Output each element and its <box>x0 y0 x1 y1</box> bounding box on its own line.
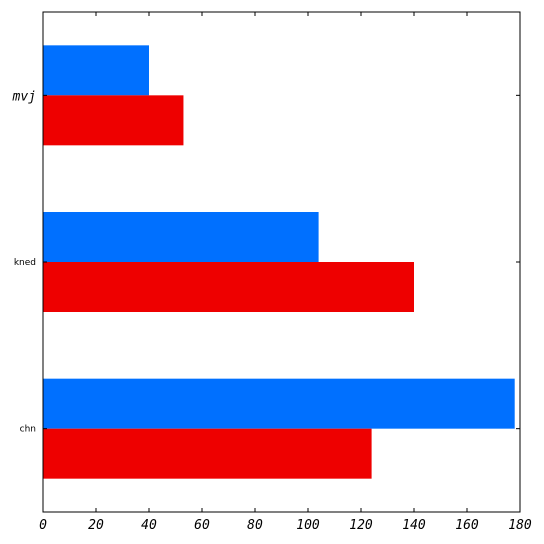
x-tick-label-60: 60 <box>194 518 210 533</box>
x-tick-label-20: 20 <box>88 518 104 533</box>
bar-mvj-series-1 <box>43 45 149 96</box>
x-tick-label-80: 80 <box>247 518 263 533</box>
y-tick-label-chn: chn <box>20 425 36 435</box>
x-tick-label-140: 140 <box>402 518 426 533</box>
bars-group <box>43 45 515 479</box>
plot-frame <box>42 11 521 513</box>
bar-kned-series-1 <box>43 212 319 262</box>
x-tick-label-160: 160 <box>455 518 479 533</box>
x-tick-label-40: 40 <box>141 518 157 533</box>
x-tick-label-0: 0 <box>39 518 47 533</box>
bar-chn-series-2 <box>43 428 372 479</box>
x-tick-label-100: 100 <box>296 518 320 533</box>
bar-chn-series-1 <box>43 378 515 429</box>
bar-mvj-series-2 <box>43 95 184 146</box>
x-tick-label-180: 180 <box>508 518 532 533</box>
labels-group: mvj kned chn 0 20 40 60 80 100 120 140 160 180 <box>12 89 532 533</box>
x-tick-label-120: 120 <box>349 518 373 533</box>
y-tick-label-kned: kned <box>14 258 36 268</box>
y-tick-label-mvj: mvj <box>12 89 36 104</box>
bar-kned-series-2 <box>43 262 414 312</box>
